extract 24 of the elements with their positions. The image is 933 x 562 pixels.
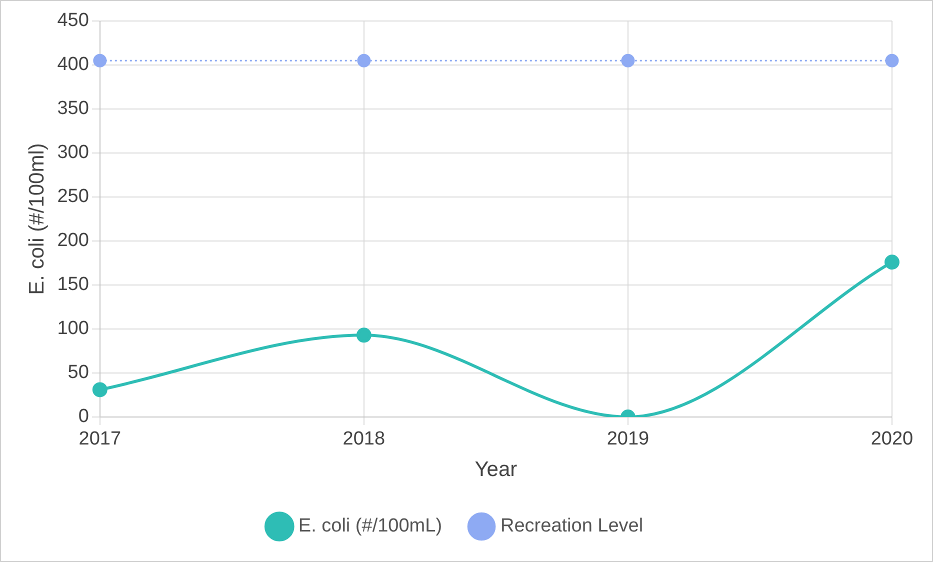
point (884, 254, 900, 270)
y-axis-title: E. coli (#/100ml) (25, 143, 48, 295)
y-tick-label: 400 (57, 54, 89, 76)
y-tick-label: 100 (57, 318, 89, 340)
point (621, 54, 635, 68)
y-tick-label: 250 (57, 186, 89, 208)
point (357, 54, 371, 68)
point (356, 328, 372, 343)
x-tick-label: 2017 (78, 428, 122, 450)
y-tick-label: 0 (78, 406, 89, 428)
legend-label: E. coli (#/100mL) (298, 516, 442, 537)
x-tick-label: 2020 (870, 428, 914, 450)
y-tick-label: 300 (57, 142, 89, 164)
y-tick-label: 450 (57, 10, 89, 32)
y-tick-label: 150 (57, 274, 89, 296)
y-tick-label: 350 (57, 98, 89, 120)
y-tick-label: 200 (57, 230, 89, 252)
y-tick-label: 50 (68, 362, 89, 384)
x-tick-label: 2018 (342, 428, 386, 450)
x-axis-title: Year (474, 458, 518, 482)
point (92, 382, 108, 398)
point (885, 54, 899, 68)
x-tick-label: 2019 (606, 428, 650, 450)
legend-label: Recreation Level (500, 516, 644, 537)
